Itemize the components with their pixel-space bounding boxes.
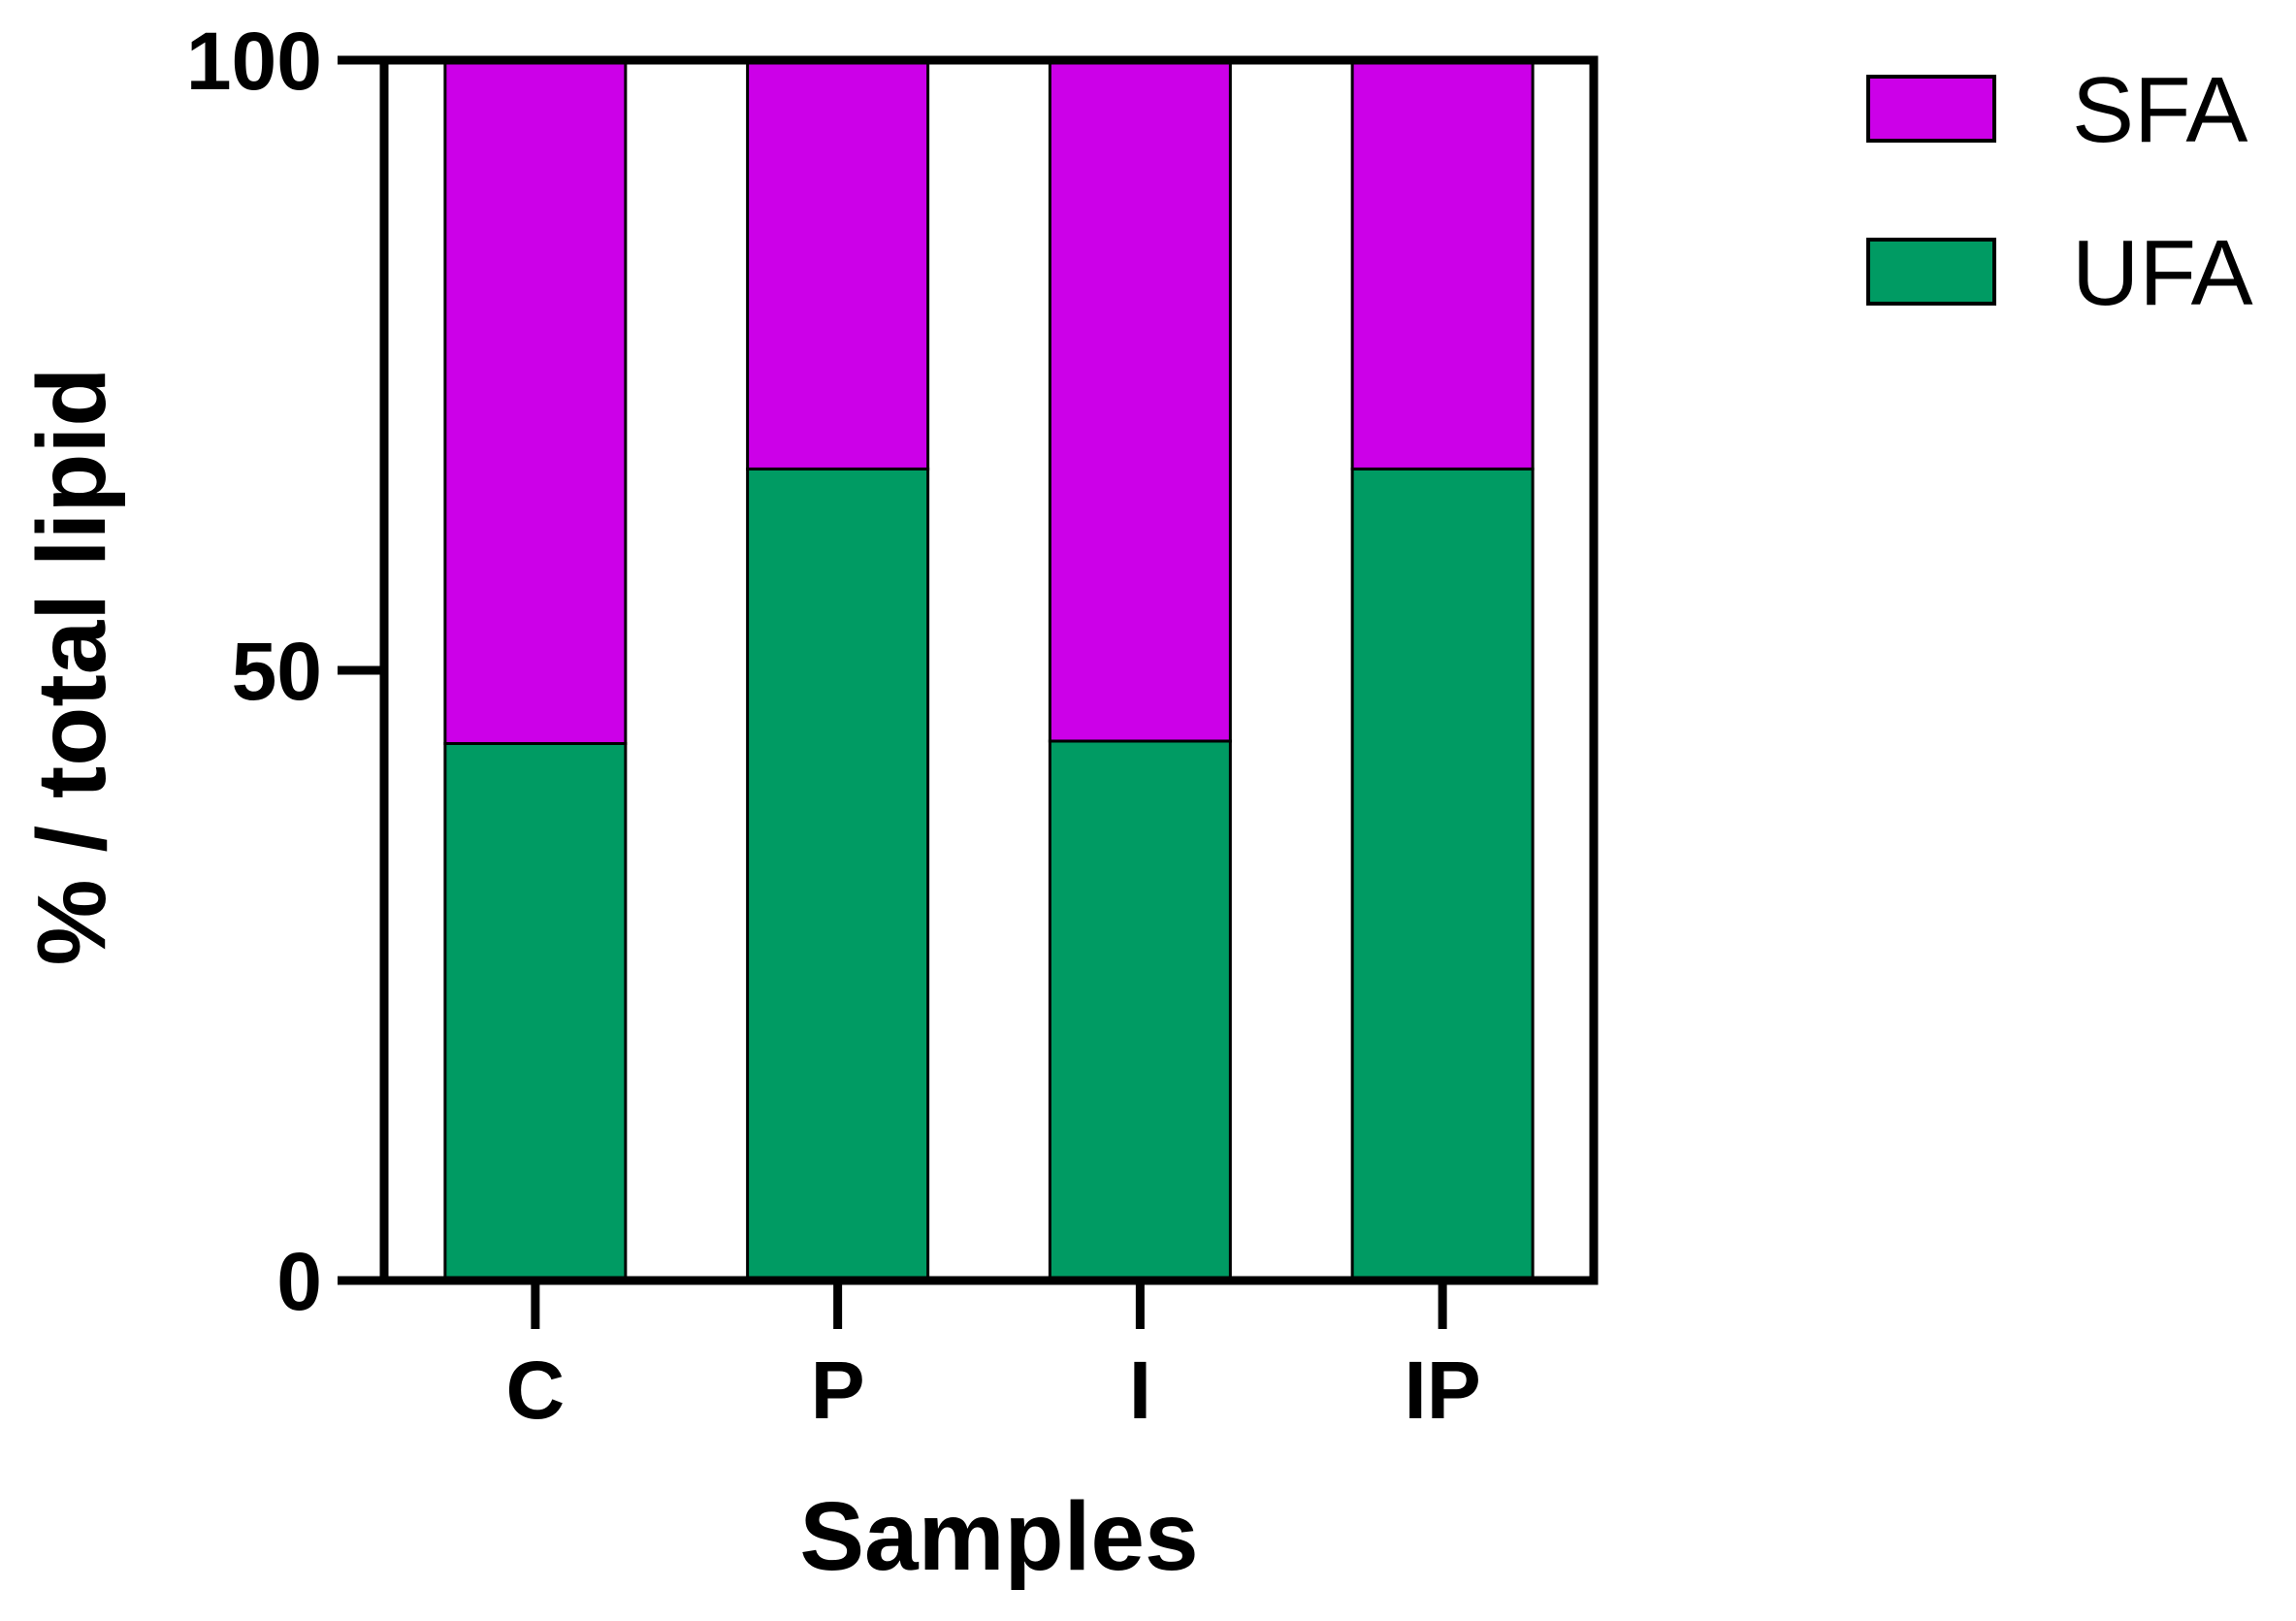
legend-swatch-UFA (1866, 238, 1996, 306)
x-tick-label-IP: IP (1404, 1345, 1480, 1436)
axes: 0 50 100 C P I IP (186, 16, 1599, 1436)
bar-I-UFA (1048, 739, 1232, 1282)
bar-C-UFA (443, 741, 628, 1282)
legend-label-UFA: UFA (2072, 221, 2253, 325)
bar-IP-UFA (1350, 467, 1535, 1282)
x-tick-label-I: I (1129, 1345, 1151, 1436)
y-tick-label-50: 50 (232, 626, 322, 717)
bar-IP-SFA (1350, 58, 1535, 470)
legend-swatch-SFA (1866, 75, 1996, 143)
y-tick-label-0: 0 (276, 1236, 322, 1327)
legend-label-SFA: SFA (2072, 58, 2247, 162)
x-tick-label-C: C (506, 1345, 566, 1436)
plot-area (443, 58, 1535, 1282)
y-axis-title: % / total lipid (17, 368, 126, 966)
bar-P-SFA (746, 58, 930, 470)
x-axis-title: Samples (799, 1482, 1198, 1591)
bar-I-SFA (1048, 58, 1232, 743)
bar-P-UFA (746, 467, 930, 1282)
bar-C-SFA (443, 58, 628, 745)
y-tick-label-100: 100 (186, 16, 322, 107)
x-tick-label-P: P (811, 1345, 865, 1436)
legend: SFA UFA (1866, 58, 2253, 325)
